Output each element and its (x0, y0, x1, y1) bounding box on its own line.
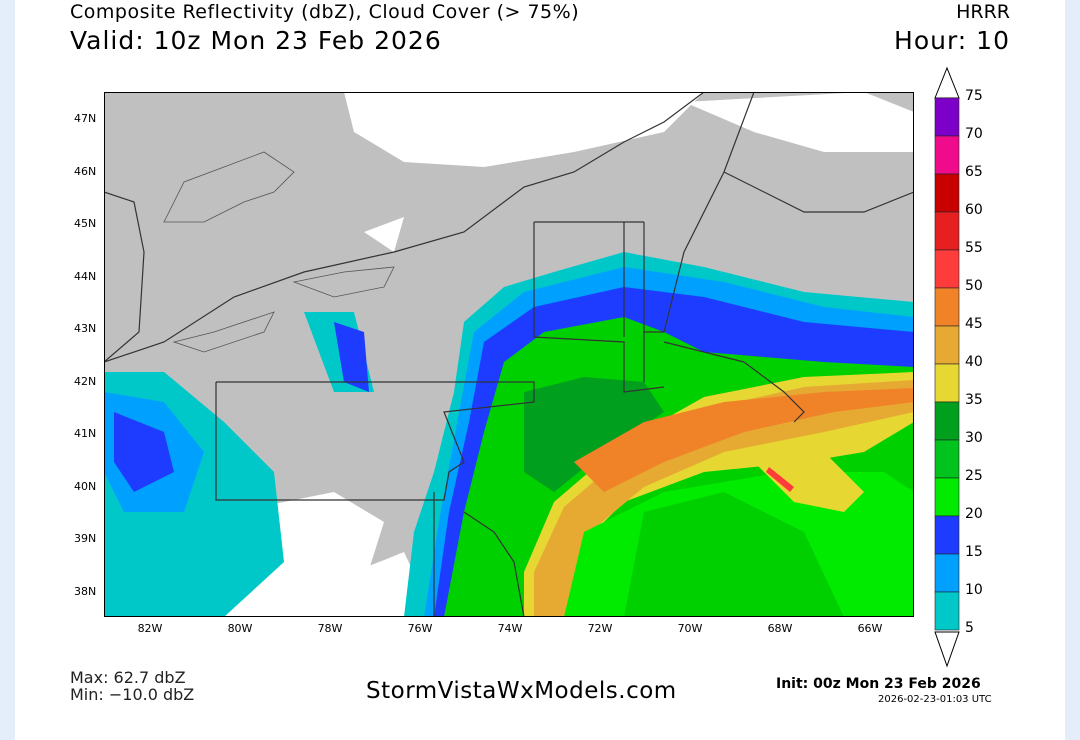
lat-label: 40N (74, 480, 97, 493)
lat-label: 45N (74, 217, 97, 230)
lon-label: 76W (407, 622, 433, 635)
lon-label: 82W (137, 622, 163, 635)
colorbar-segment (934, 135, 960, 175)
colorbar-segment (934, 439, 960, 479)
colorbar-label: 40 (965, 354, 983, 370)
colorbar-segment (934, 553, 960, 593)
colorbar-segment (934, 211, 960, 251)
colorbar-segment (934, 97, 960, 137)
min-value: Min: −10.0 dbZ (70, 685, 195, 704)
lon-label: 70W (677, 622, 703, 635)
lat-label: 39N (74, 532, 97, 545)
reflectivity-map (104, 92, 914, 617)
lat-label: 41N (74, 427, 97, 440)
colorbar-label: 10 (965, 582, 983, 598)
colorbar (934, 66, 960, 668)
valid-time: Valid: 10z Mon 23 Feb 2026 (70, 26, 442, 55)
colorbar-label: 20 (965, 506, 983, 522)
precip-darkgreen (524, 377, 914, 602)
lat-label: 42N (74, 375, 97, 388)
lat-label: 38N (74, 585, 97, 598)
max-value: Max: 62.7 dbZ (70, 668, 186, 687)
boundaries (104, 92, 914, 617)
colorbar-segment (934, 401, 960, 441)
lake-shorelines (163, 151, 395, 353)
lon-label: 78W (317, 622, 343, 635)
colorbar-segment (934, 477, 960, 517)
site-watermark: StormVistaWxModels.com (366, 678, 677, 704)
colorbar-top-arrow (934, 66, 960, 99)
colorbar-label: 30 (965, 430, 983, 446)
init-time: Init: 00z Mon 23 Feb 2026 (776, 676, 981, 692)
lon-label: 80W (227, 622, 253, 635)
colorbar-label: 70 (965, 126, 983, 142)
left-border (0, 0, 15, 740)
storm-core-area (564, 452, 914, 617)
forecast-hour: Hour: 10 (894, 26, 1010, 55)
colorbar-label: 65 (965, 164, 983, 180)
lat-label: 44N (74, 270, 97, 283)
colorbar-label: 5 (965, 620, 974, 636)
generated-timestamp: 2026-02-23-01:03 UTC (878, 694, 992, 705)
colorbar-label: 15 (965, 544, 983, 560)
colorbar-segment (934, 249, 960, 289)
colorbar-segment (934, 591, 960, 631)
lat-label: 47N (74, 112, 97, 125)
colorbar-label: 25 (965, 468, 983, 484)
lat-label: 43N (74, 322, 97, 335)
colorbar-segment (934, 325, 960, 365)
colorbar-label: 50 (965, 278, 983, 294)
lon-label: 74W (497, 622, 523, 635)
colorbar-segment (934, 173, 960, 213)
colorbar-bottom-arrow (934, 631, 960, 668)
lon-label: 72W (587, 622, 613, 635)
model-name: HRRR (956, 1, 1010, 23)
colorbar-label: 55 (965, 240, 983, 256)
colorbar-label: 45 (965, 316, 983, 332)
colorbar-segment (934, 515, 960, 555)
lat-label: 46N (74, 165, 97, 178)
colorbar-label: 75 (965, 88, 983, 104)
colorbar-segment (934, 287, 960, 327)
right-border (1065, 0, 1080, 740)
colorbar-label: 60 (965, 202, 983, 218)
colorbar-segment (934, 363, 960, 403)
lon-label: 68W (767, 622, 793, 635)
colorbar-label: 35 (965, 392, 983, 408)
map-title: Composite Reflectivity (dbZ), Cloud Cove… (70, 1, 580, 23)
precip-orange (574, 388, 914, 492)
lon-label: 66W (857, 622, 883, 635)
